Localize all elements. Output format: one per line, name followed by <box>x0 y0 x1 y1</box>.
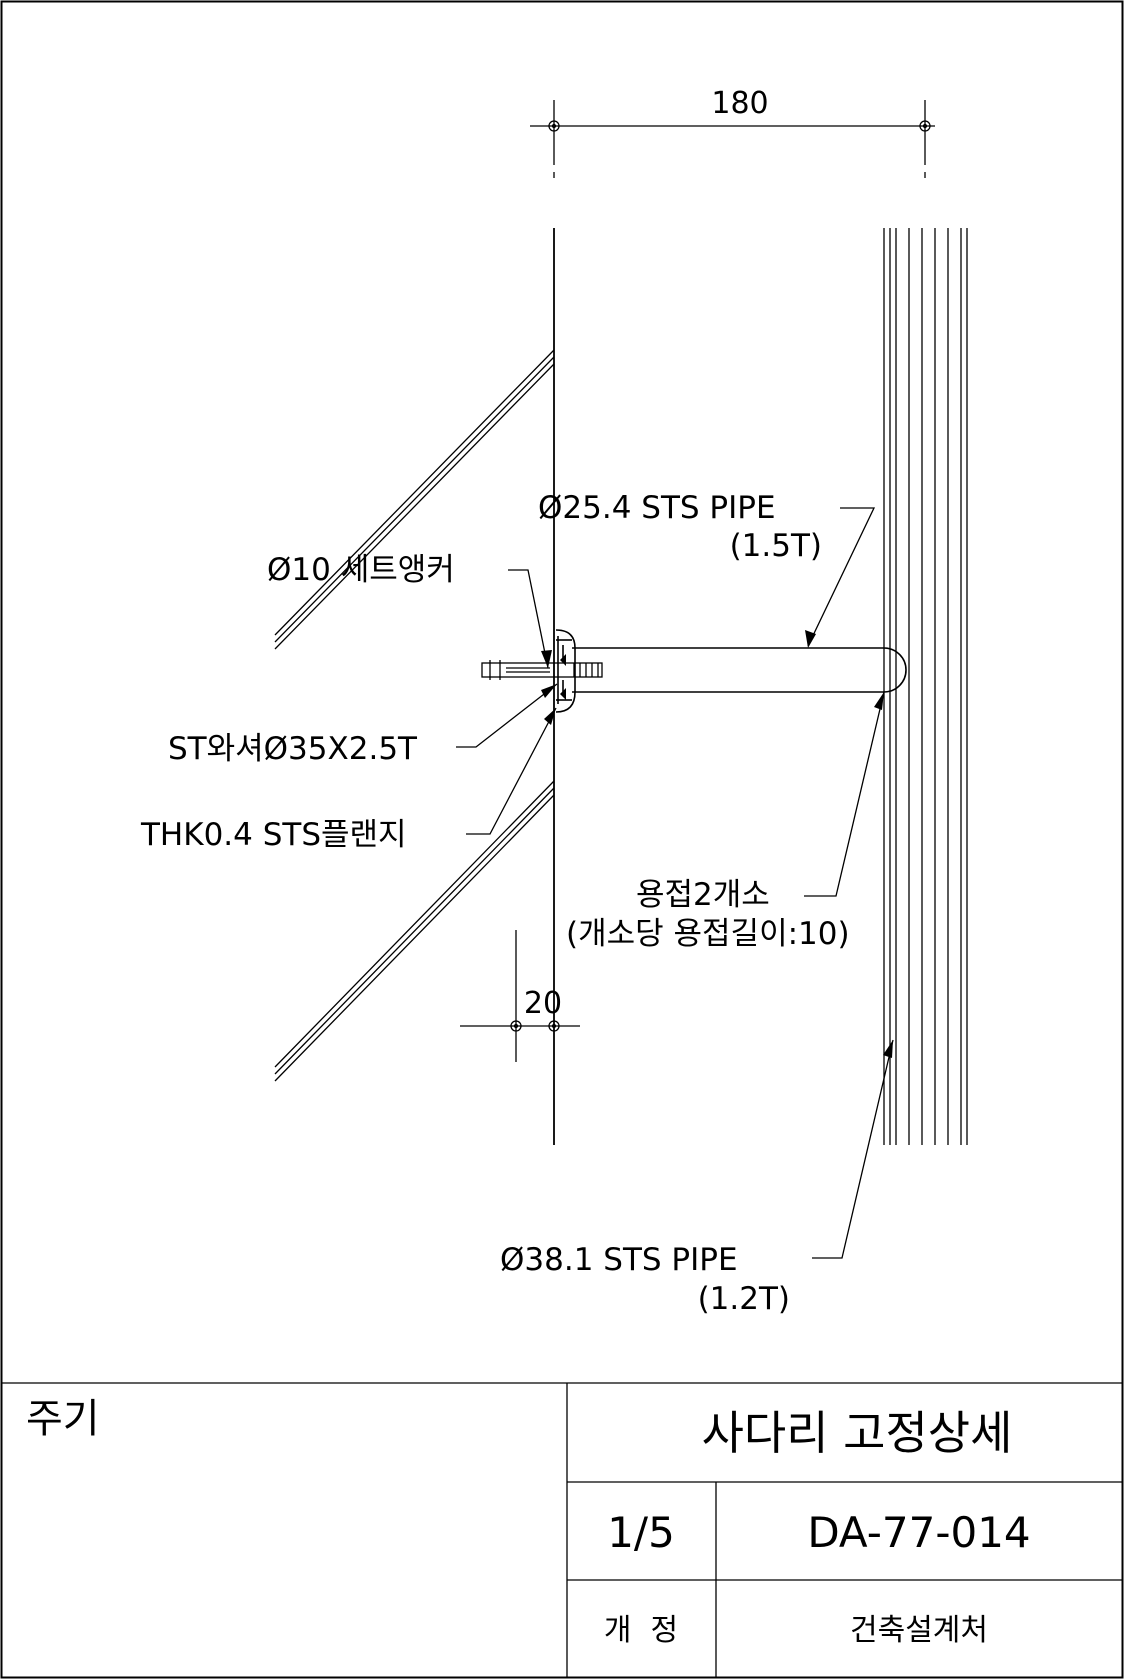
dimension-20 <box>460 930 580 1062</box>
weld-mark <box>560 654 566 700</box>
flange-label: THK0.4 STS플랜지 <box>140 817 407 853</box>
large-pipe-thk-label: (1.2T) <box>698 1281 790 1317</box>
bracket-pipe <box>572 647 907 693</box>
weld-label: 용접2개소 <box>636 877 770 913</box>
flange-washer <box>555 629 576 713</box>
leader-small-pipe <box>805 507 876 648</box>
small-pipe-thk-label: (1.5T) <box>730 528 822 564</box>
leader-anchor <box>508 569 552 669</box>
wall-hatch-upper <box>274 349 555 650</box>
anchor-label: Ø10 세트앵커 <box>267 552 455 588</box>
sheet-number: 1/5 <box>607 1508 675 1557</box>
detail-drawing <box>274 100 968 1259</box>
dimension-20-label: 20 <box>524 986 562 1021</box>
drawing-title: 사다리 고정상세 <box>702 1406 1013 1460</box>
ladder-rail-pipe <box>883 228 968 1145</box>
revision-label: 개 정 <box>604 1613 678 1648</box>
leader-flange <box>466 707 557 835</box>
leader-weld <box>804 691 885 897</box>
drawing-number: DA-77-014 <box>807 1508 1030 1557</box>
weld-detail-label: (개소당 용접길이:10) <box>566 916 850 952</box>
wall-hatch-lower <box>274 780 555 1082</box>
title-block <box>2 1382 1122 1677</box>
dimension-180-label: 180 <box>711 86 768 121</box>
notes-label: 주기 <box>26 1396 100 1442</box>
small-pipe-size-label: Ø25.4 STS PIPE <box>538 490 776 526</box>
dimension-180 <box>530 100 935 178</box>
anchor-bolt <box>481 660 603 680</box>
washer-label: ST와셔Ø35X2.5T <box>168 731 418 767</box>
department-label: 건축설계처 <box>850 1613 988 1648</box>
leader-washer <box>456 683 558 748</box>
leader-large-pipe <box>812 1039 894 1259</box>
large-pipe-size-label: Ø38.1 STS PIPE <box>500 1242 738 1278</box>
